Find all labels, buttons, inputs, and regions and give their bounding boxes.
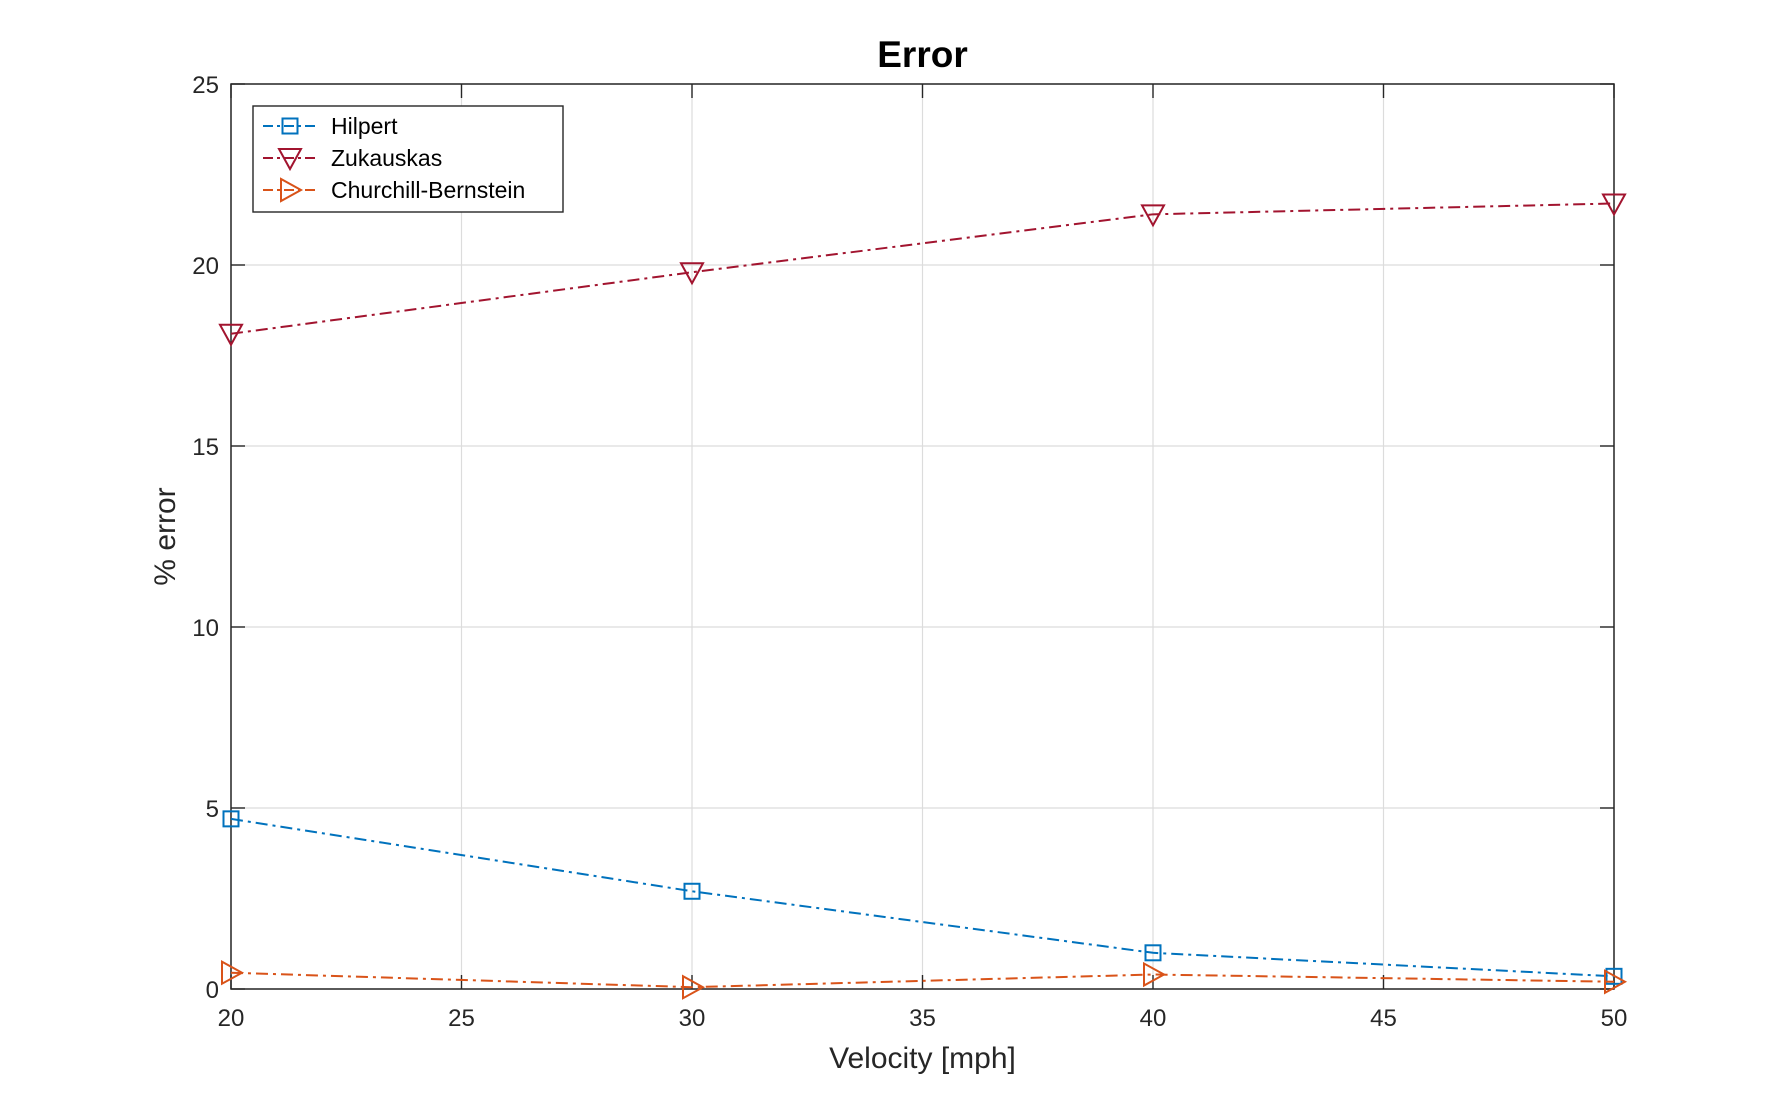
- x-tick-label: 50: [1601, 1005, 1628, 1032]
- series-hilpert: [222, 810, 1623, 985]
- y-tick-label: 15: [192, 434, 219, 461]
- legend-entry: Hilpert: [263, 113, 398, 139]
- x-tick-labels: 20 25 30 35 40 45 50: [218, 1005, 1628, 1032]
- x-tick-label: 20: [218, 1005, 245, 1032]
- y-tick-label: 5: [206, 796, 219, 823]
- data-point-marker: [1143, 961, 1167, 988]
- data-point-marker: [682, 974, 706, 1000]
- data-point-marker: [683, 882, 701, 900]
- legend-label: Churchill-Bernstein: [331, 177, 525, 203]
- chart-title: Error: [877, 34, 967, 75]
- x-tick-label: 40: [1140, 1005, 1167, 1032]
- legend-marker: [280, 177, 304, 203]
- data-point-marker: [222, 810, 240, 828]
- legend-marker: [277, 148, 303, 172]
- data-point-marker: [1605, 967, 1623, 985]
- legend-entry: Zukauskas: [263, 145, 442, 172]
- series-line: [230, 817, 1615, 978]
- y-axis-label: % error: [149, 487, 182, 585]
- series-zukauskas: [218, 193, 1627, 347]
- x-tick-label: 35: [909, 1005, 936, 1032]
- legend-box: [252, 105, 564, 213]
- y-tick-label: 10: [192, 615, 219, 642]
- legend-entry: Churchill-Bernstein: [263, 177, 525, 203]
- y-tick-label: 20: [192, 253, 219, 280]
- y-tick-label: 25: [192, 72, 219, 99]
- data-point-marker: [221, 960, 245, 986]
- x-tick-label: 25: [448, 1005, 475, 1032]
- legend: Hilpert Zukauskas Churchill-Bernstein: [252, 105, 564, 213]
- data-point-marker: [679, 262, 705, 286]
- y-tick-label: 0: [206, 977, 219, 1004]
- series-churchill-bernstein: [221, 960, 1628, 1000]
- data-point-marker: [1140, 204, 1166, 228]
- x-tick-label: 45: [1370, 1005, 1397, 1032]
- legend-marker: [281, 117, 299, 135]
- data-point-marker: [1604, 969, 1628, 995]
- x-axis-label: Velocity [mph]: [829, 1042, 1016, 1075]
- series-line: [230, 971, 1615, 989]
- y-tick-labels: 0 5 10 15 20 25: [192, 72, 219, 1004]
- data-point-marker: [1144, 944, 1162, 962]
- data-point-marker: [218, 323, 244, 347]
- legend-label: Zukauskas: [331, 145, 442, 171]
- series-layer: [218, 193, 1628, 1000]
- legend-label: Hilpert: [331, 113, 398, 139]
- data-point-marker: [1601, 193, 1627, 217]
- series-line: [230, 202, 1615, 335]
- x-tick-label: 30: [679, 1005, 706, 1032]
